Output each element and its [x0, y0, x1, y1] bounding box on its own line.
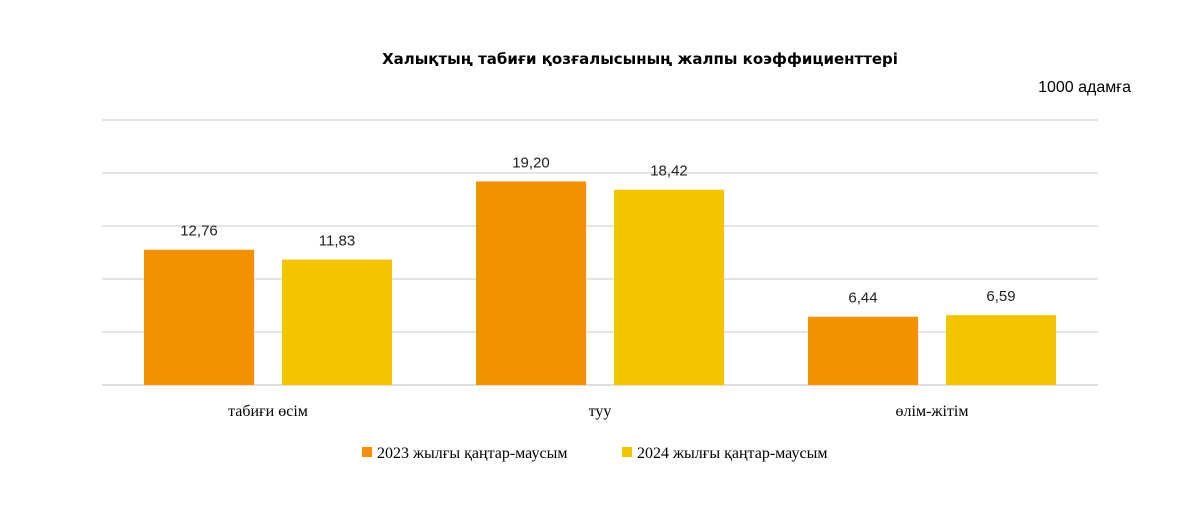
bar	[808, 316, 918, 385]
x-tick-label: табиғи өсім	[228, 403, 308, 420]
legend-swatch	[362, 447, 372, 457]
bar	[282, 259, 392, 385]
unit-label: 1000 адамға	[1038, 79, 1131, 96]
bar	[476, 181, 586, 385]
legend-label: 2024 жылғы қаңтар-маусым	[637, 445, 827, 462]
data-label: 11,83	[319, 233, 355, 250]
data-label: 6,44	[848, 290, 877, 307]
data-label: 12,76	[180, 223, 218, 240]
bar	[946, 315, 1056, 385]
legend-label: 2023 жылғы қаңтар-маусым	[377, 445, 567, 462]
x-tick-label: туу	[589, 403, 612, 420]
x-tick-label: өлім-жітім	[896, 403, 969, 420]
data-label: 18,42	[650, 163, 688, 180]
bar	[614, 189, 724, 385]
data-label: 6,59	[986, 288, 1015, 305]
chart-title: Халықтың табиғи қозғалысының жалпы коэфф…	[382, 50, 898, 68]
legend-swatch	[622, 447, 632, 457]
data-label: 19,20	[512, 154, 550, 171]
bar	[144, 249, 254, 385]
